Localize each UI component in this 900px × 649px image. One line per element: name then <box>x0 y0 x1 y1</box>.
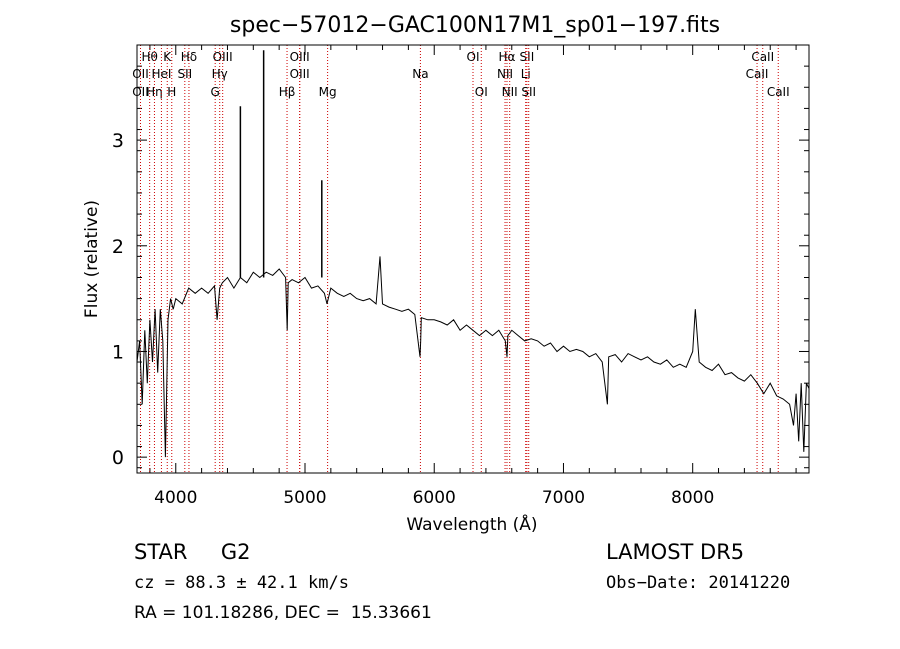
line-marker-label: H <box>167 85 176 99</box>
line-marker-label: CaII <box>751 50 774 64</box>
line-marker-label: NII <box>502 85 518 99</box>
line-marker-label: Hα <box>499 50 516 64</box>
y-axis-label: Flux (relative) <box>82 200 102 318</box>
line-marker-label: HeI <box>151 67 171 81</box>
line-marker-label: Hγ <box>212 67 228 81</box>
line-marker-label: CaII <box>767 85 790 99</box>
line-marker-label: NII <box>497 67 513 81</box>
line-marker-label: Hβ <box>279 85 296 99</box>
x-axis-label: Wavelength (Å) <box>406 513 537 535</box>
y-tick-label: 3 <box>112 130 124 152</box>
spectrum-line <box>136 256 810 458</box>
line-marker-label: OII <box>132 85 149 99</box>
line-marker-label: OII <box>132 67 149 81</box>
line-marker-label: Hδ <box>181 50 197 64</box>
survey-name: LAMOST DR5 <box>606 540 745 564</box>
redshift-value: cz = 88.3 ± 42.1 km/s <box>134 573 349 593</box>
line-marker-label: SII <box>177 67 192 81</box>
x-tick-label: 4000 <box>154 488 197 508</box>
line-marker-label: K <box>163 50 172 64</box>
y-tick-label: 1 <box>112 341 124 363</box>
x-tick-label: 6000 <box>413 488 456 508</box>
line-marker-label: SII <box>520 50 535 64</box>
line-marker-label: SII <box>521 85 536 99</box>
line-marker-label: Hθ <box>141 50 157 64</box>
line-marker-label: OI <box>467 50 480 64</box>
line-marker-label: OIII <box>290 67 310 81</box>
line-marker-label: Mg <box>319 85 337 99</box>
chart-title: spec−57012−GAC100N17M1_sp01−197.fits <box>230 13 720 38</box>
spectral-class: STAR G2 <box>134 540 251 564</box>
line-marker-label: Na <box>412 67 428 81</box>
y-tick-label: 0 <box>112 447 124 469</box>
axis-ticks: 4000 5000 6000 7000 8000 0 1 2 3 <box>112 45 809 508</box>
x-tick-label: 5000 <box>283 488 326 508</box>
line-marker-label: Hη <box>146 85 163 99</box>
observation-date: Obs−Date: 20141220 <box>606 573 791 593</box>
spectrum-series <box>136 50 810 458</box>
x-tick-label: 8000 <box>671 488 714 508</box>
line-marker-label: Li <box>521 67 531 81</box>
line-marker-label: CaII <box>746 67 769 81</box>
line-marker-label: OIII <box>213 50 233 64</box>
coordinates: RA = 101.18286, DEC = 15.33661 <box>134 603 432 623</box>
y-tick-label: 2 <box>112 236 124 258</box>
plot-frame <box>136 44 810 474</box>
x-tick-label: 7000 <box>542 488 585 508</box>
line-marker-label: G <box>211 85 220 99</box>
line-marker-label: OI <box>475 85 488 99</box>
